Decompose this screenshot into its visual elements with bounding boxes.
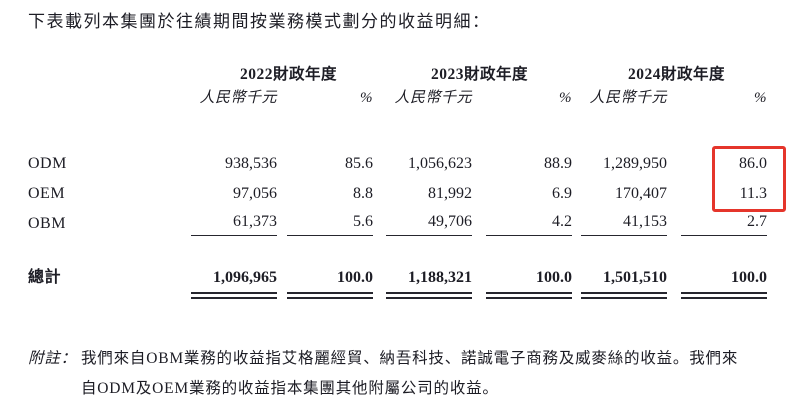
- total-fy2023-amount: 1,188,321: [373, 268, 473, 299]
- oem-fy2024-pct: 11.3: [739, 185, 768, 202]
- underlined-value: 49,706: [386, 212, 473, 236]
- oem-fy2022-pct: 8.8: [353, 185, 374, 202]
- percent-label-fy2024: %: [754, 90, 768, 106]
- underlined-value: 5.6: [287, 212, 374, 236]
- total-fy2023-pct: 100.0: [472, 268, 573, 299]
- odm-fy2024-pct: 86.0: [739, 155, 768, 172]
- footnote-label: 附註：: [28, 350, 77, 367]
- percent-label-fy2022: %: [360, 90, 374, 106]
- obm-fy2024-amount: 41,153: [572, 209, 668, 239]
- double-underlined-value: 1,188,321: [386, 268, 473, 299]
- spacer-row: [28, 110, 767, 149]
- underlined-value: 2.7: [681, 212, 768, 236]
- spacer-row: [28, 239, 767, 268]
- oem-fy2024-amount: 170,407: [615, 185, 668, 202]
- double-underlined-value: 1,501,510: [581, 268, 668, 299]
- year-header-fy2022: 2022財政年度: [240, 66, 338, 83]
- double-underlined-value: 1,096,965: [191, 268, 277, 299]
- year-header-row: 2022財政年度 2023財政年度 2024財政年度: [28, 60, 767, 84]
- obm-fy2024-pct: 2.7: [667, 209, 768, 239]
- odm-fy2022-pct: 85.6: [345, 155, 374, 172]
- double-underlined-value: 100.0: [681, 268, 768, 299]
- odm-fy2023-amount: 1,056,623: [408, 155, 473, 172]
- oem-fy2023-amount: 81,992: [428, 185, 473, 202]
- obm-row-label: OBM: [28, 215, 66, 232]
- empty-cell: [28, 84, 190, 110]
- odm-fy2022-amount: 938,536: [225, 155, 277, 172]
- unit-label-fy2023: 人民幣千元: [394, 90, 473, 106]
- obm-fy2023-amount: 49,706: [373, 209, 473, 239]
- footnote: 附註： 我們來自OBM業務的收益指艾格麗經貿、納吾科技、諾誠電子商務及威麥絲的收…: [28, 344, 738, 402]
- total-fy2022-pct: 100.0: [277, 268, 374, 299]
- obm-fy2022-pct: 5.6: [277, 209, 374, 239]
- page-title: 下表載列本集團於往績期間按業務模式劃分的收益明細：: [28, 12, 491, 31]
- highlight-box: [712, 146, 786, 212]
- obm-fy2023-pct: 4.2: [472, 209, 573, 239]
- obm-fy2022-amount: 61,373: [190, 209, 277, 239]
- double-underlined-value: 100.0: [486, 268, 573, 299]
- oem-row-label: OEM: [28, 185, 66, 202]
- oem-fy2023-pct: 6.9: [552, 185, 573, 202]
- unit-label-fy2022: 人民幣千元: [199, 90, 277, 106]
- footnote-text: 我們來自OBM業務的收益指艾格麗經貿、納吾科技、諾誠電子商務及威麥絲的收益。我們…: [81, 344, 738, 402]
- odm-fy2023-pct: 88.9: [544, 155, 573, 172]
- odm-row-label: ODM: [28, 155, 67, 172]
- table-row-obm: OBM 61,373 5.6 49,706 4.2 41,153 2.7: [28, 209, 768, 239]
- percent-label-fy2023: %: [559, 90, 573, 106]
- table-row-total: 總計 1,096,965 100.0 1,188,321 100.0 1,501…: [28, 268, 768, 299]
- year-header-fy2023: 2023財政年度: [431, 66, 529, 83]
- footnote-line-1: 我們來自OBM業務的收益指艾格麗經貿、納吾科技、諾誠電子商務及威麥絲的收益。我們…: [81, 350, 739, 367]
- total-row-label: 總計: [28, 269, 62, 286]
- unit-header-row: 人民幣千元 % 人民幣千元 % 人民幣千元 %: [28, 84, 767, 110]
- oem-fy2022-amount: 97,056: [233, 185, 277, 202]
- total-fy2022-amount: 1,096,965: [190, 268, 277, 299]
- underlined-value: 41,153: [581, 212, 668, 236]
- year-header-fy2024: 2024財政年度: [628, 66, 726, 83]
- double-underlined-value: 100.0: [287, 268, 374, 299]
- underlined-value: 61,373: [191, 212, 277, 236]
- revenue-by-business-model-table: 2022財政年度 2023財政年度 2024財政年度 人民幣千元 % 人民幣千元…: [28, 60, 768, 299]
- underlined-value: 4.2: [486, 212, 573, 236]
- table-row-oem: OEM 97,056 8.8 81,992 6.9 170,407 11.3: [28, 179, 767, 209]
- table-row-odm: ODM 938,536 85.6 1,056,623 88.9 1,289,95…: [28, 149, 767, 179]
- total-fy2024-amount: 1,501,510: [572, 268, 668, 299]
- unit-label-fy2024: 人民幣千元: [589, 90, 668, 106]
- empty-corner-cell: [28, 60, 190, 84]
- odm-fy2024-amount: 1,289,950: [603, 155, 668, 172]
- footnote-line-2: 自ODM及OEM業務的收益指本集團其他附屬公司的收益。: [81, 380, 499, 397]
- total-fy2024-pct: 100.0: [667, 268, 768, 299]
